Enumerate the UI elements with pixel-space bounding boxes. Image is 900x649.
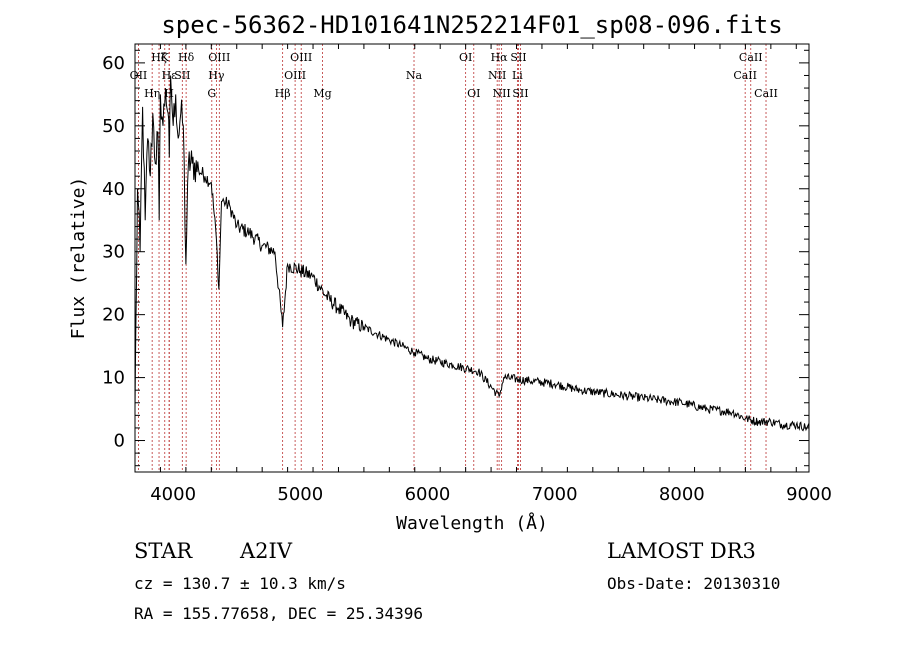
spectral-line-label: G bbox=[207, 87, 216, 100]
spectral-line-label: Hη bbox=[144, 87, 160, 100]
spectral-line-label: OI bbox=[467, 87, 480, 100]
spectral-line-label: Na bbox=[406, 69, 423, 82]
spectral-line-label: Li bbox=[512, 69, 523, 82]
y-tick-label: 20 bbox=[102, 305, 125, 326]
plot-frame bbox=[134, 43, 810, 473]
spectral-line-label: Mg bbox=[313, 87, 331, 100]
y-tick-label: 50 bbox=[102, 116, 125, 137]
y-axis-ticks: 0 10 20 30 40 50 60 bbox=[102, 49, 809, 467]
spectral-line-label: H bbox=[164, 87, 174, 100]
y-axis-label: Flux (relative) bbox=[68, 177, 89, 340]
x-axis-ticks: 4000 5000 6000 7000 8000 9000 bbox=[134, 44, 832, 505]
spectral-line-label: OIII bbox=[208, 51, 230, 64]
spectral-line-label: OIII bbox=[284, 69, 306, 82]
spectral-line-label: SII bbox=[510, 51, 526, 64]
spectral-line-label: CaII bbox=[733, 69, 757, 82]
spectral-line-label: K bbox=[161, 51, 170, 64]
y-tick-label: 40 bbox=[102, 179, 125, 200]
x-tick-label: 5000 bbox=[277, 484, 323, 505]
object-class: STAR bbox=[134, 539, 193, 563]
spectral-line-label: Hζ bbox=[151, 51, 167, 64]
spectral-line-label: SII bbox=[174, 69, 190, 82]
spectral-line-label: Hα bbox=[491, 51, 509, 64]
chart-title: spec-56362-HD101641N252214F01_sp08-096.f… bbox=[161, 11, 782, 39]
x-tick-label: 9000 bbox=[786, 484, 832, 505]
x-tick-label: 4000 bbox=[150, 484, 196, 505]
spectral-line-label: SII bbox=[512, 87, 528, 100]
spectral-line-label: CaII bbox=[754, 87, 778, 100]
spectral-line-label: Hε bbox=[162, 69, 178, 82]
y-tick-label: 10 bbox=[102, 368, 125, 389]
spectral-line-label: OI bbox=[459, 51, 472, 64]
x-axis-label: Wavelength (Å) bbox=[396, 512, 548, 534]
y-tick-label: 0 bbox=[114, 431, 125, 452]
spectral-lines-layer bbox=[138, 44, 767, 472]
observation-date: Obs-Date: 20130310 bbox=[607, 574, 780, 593]
x-tick-label: 6000 bbox=[405, 484, 451, 505]
spectral-line-label: NII bbox=[488, 69, 506, 82]
y-tick-label: 30 bbox=[102, 242, 125, 263]
spectral-line-label: Hγ bbox=[208, 69, 225, 82]
coordinates: RA = 155.77658, DEC = 25.34396 bbox=[134, 604, 423, 623]
y-tick-label: 60 bbox=[102, 53, 125, 74]
x-tick-label: 7000 bbox=[532, 484, 578, 505]
spectral-line-label: OIII bbox=[290, 51, 312, 64]
spectral-line-label: CaII bbox=[739, 51, 763, 64]
flux-series-line bbox=[134, 75, 810, 432]
object-subclass: A2IV bbox=[239, 539, 293, 563]
survey-name: LAMOST DR3 bbox=[607, 539, 756, 563]
redshift-cz: cz = 130.7 ± 10.3 km/s bbox=[134, 574, 346, 593]
x-tick-label: 8000 bbox=[659, 484, 705, 505]
spectral-line-label: Hδ bbox=[178, 51, 195, 64]
spectral-line-label: Hβ bbox=[275, 87, 291, 100]
spectral-line-label: NII bbox=[492, 87, 510, 100]
